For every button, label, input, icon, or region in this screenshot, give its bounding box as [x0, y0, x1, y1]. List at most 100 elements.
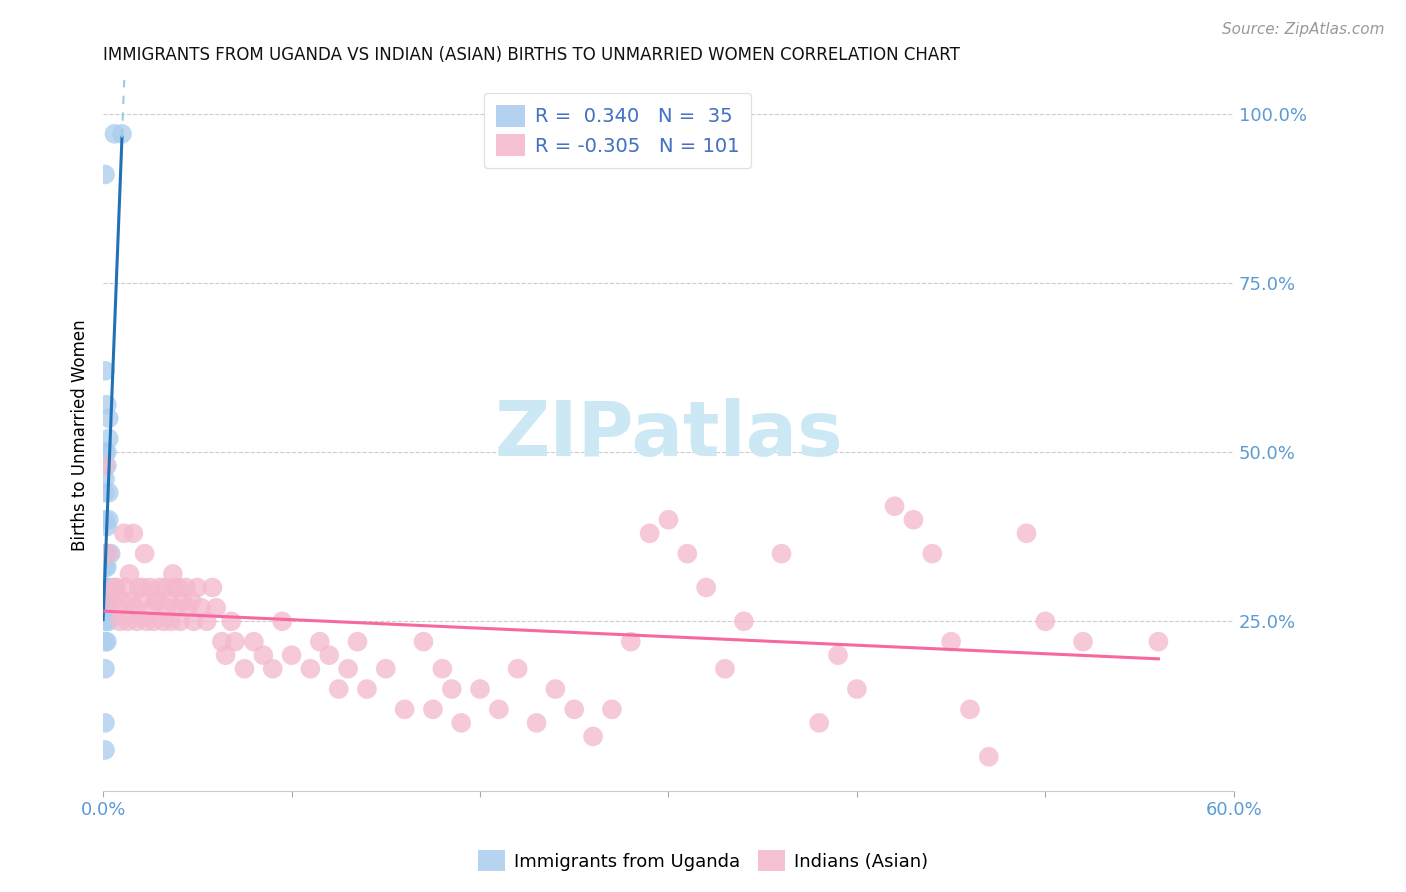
- Point: [108, 615, 131, 629]
- Point: [1033, 615, 1056, 629]
- Point: [468, 681, 491, 696]
- Point: [94, 485, 117, 500]
- Point: [638, 526, 661, 541]
- Point: [118, 566, 141, 581]
- Point: [96, 458, 118, 473]
- Point: [440, 681, 463, 696]
- Point: [94, 662, 117, 676]
- Point: [174, 581, 197, 595]
- Point: [1147, 634, 1170, 648]
- Point: [96, 594, 118, 608]
- Point: [94, 445, 117, 459]
- Point: [328, 681, 350, 696]
- Point: [167, 581, 190, 595]
- Point: [94, 715, 117, 730]
- Point: [94, 581, 117, 595]
- Point: [124, 600, 146, 615]
- Point: [620, 634, 643, 648]
- Point: [939, 634, 962, 648]
- Point: [808, 715, 831, 730]
- Point: [262, 662, 284, 676]
- Point: [845, 681, 868, 696]
- Text: IMMIGRANTS FROM UGANDA VS INDIAN (ASIAN) BIRTHS TO UNMARRIED WOMEN CORRELATION C: IMMIGRANTS FROM UGANDA VS INDIAN (ASIAN)…: [103, 46, 960, 64]
- Point: [97, 411, 120, 425]
- Point: [152, 615, 174, 629]
- Point: [346, 634, 368, 648]
- Point: [190, 600, 212, 615]
- Point: [422, 702, 444, 716]
- Point: [94, 594, 117, 608]
- Point: [146, 594, 169, 608]
- Point: [94, 600, 117, 615]
- Point: [450, 715, 472, 730]
- Point: [96, 634, 118, 648]
- Point: [160, 615, 183, 629]
- Point: [959, 702, 981, 716]
- Point: [243, 634, 266, 648]
- Point: [1015, 526, 1038, 541]
- Point: [169, 615, 191, 629]
- Point: [157, 594, 180, 608]
- Point: [96, 519, 118, 533]
- Point: [299, 662, 322, 676]
- Point: [155, 581, 177, 595]
- Point: [186, 581, 208, 595]
- Point: [94, 472, 117, 486]
- Point: [97, 547, 120, 561]
- Point: [96, 445, 118, 459]
- Point: [770, 547, 793, 561]
- Point: [97, 615, 120, 629]
- Point: [827, 648, 849, 663]
- Point: [308, 634, 330, 648]
- Point: [107, 600, 129, 615]
- Point: [695, 581, 717, 595]
- Point: [94, 364, 117, 378]
- Point: [921, 547, 943, 561]
- Point: [676, 547, 699, 561]
- Point: [101, 594, 124, 608]
- Point: [120, 594, 142, 608]
- Point: [205, 600, 228, 615]
- Point: [544, 681, 567, 696]
- Point: [96, 581, 118, 595]
- Point: [177, 600, 200, 615]
- Point: [337, 662, 360, 676]
- Point: [94, 168, 117, 182]
- Point: [252, 648, 274, 663]
- Point: [412, 634, 434, 648]
- Point: [129, 594, 152, 608]
- Point: [600, 702, 623, 716]
- Point: [149, 581, 172, 595]
- Text: Source: ZipAtlas.com: Source: ZipAtlas.com: [1222, 22, 1385, 37]
- Point: [657, 513, 679, 527]
- Point: [156, 600, 179, 615]
- Point: [94, 743, 117, 757]
- Point: [977, 749, 1000, 764]
- Point: [100, 547, 122, 561]
- Point: [97, 485, 120, 500]
- Point: [163, 581, 186, 595]
- Point: [195, 615, 218, 629]
- Point: [94, 560, 117, 574]
- Point: [135, 615, 157, 629]
- Point: [374, 662, 396, 676]
- Point: [432, 662, 454, 676]
- Point: [97, 513, 120, 527]
- Text: ZIPatlas: ZIPatlas: [494, 398, 842, 472]
- Point: [166, 600, 188, 615]
- Point: [97, 581, 120, 595]
- Point: [139, 581, 162, 595]
- Point: [94, 634, 117, 648]
- Point: [526, 715, 548, 730]
- Point: [201, 581, 224, 595]
- Point: [112, 526, 135, 541]
- Point: [94, 615, 117, 629]
- Point: [111, 127, 134, 141]
- Point: [114, 581, 136, 595]
- Legend: Immigrants from Uganda, Indians (Asian): Immigrants from Uganda, Indians (Asian): [471, 843, 935, 879]
- Point: [271, 615, 294, 629]
- Point: [96, 560, 118, 574]
- Point: [506, 662, 529, 676]
- Point: [94, 513, 117, 527]
- Point: [1071, 634, 1094, 648]
